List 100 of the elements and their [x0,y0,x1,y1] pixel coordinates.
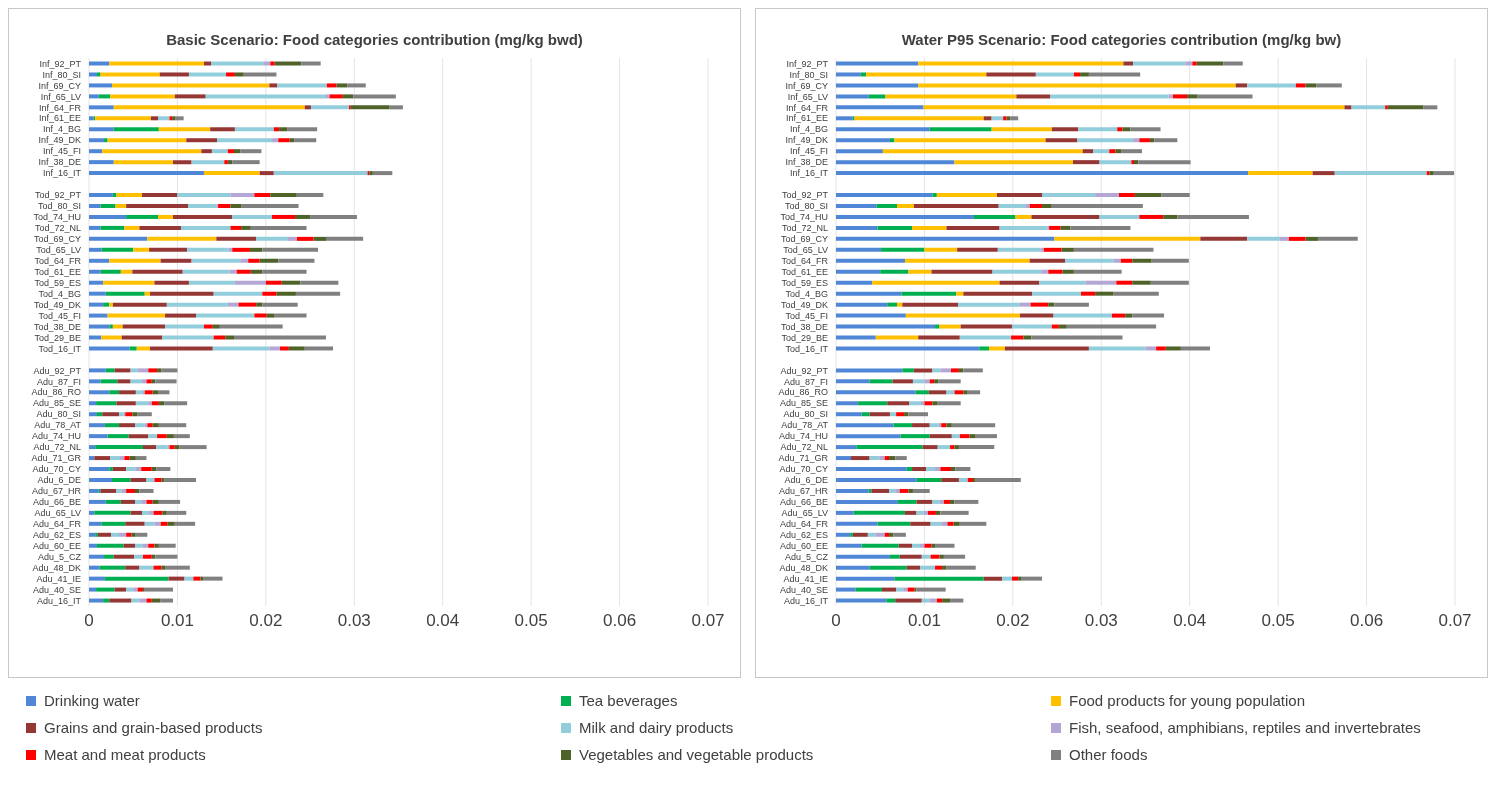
y-tick-label: Adu_62_ES [779,529,828,540]
y-tick-label: Tod_45_FI [785,310,828,321]
legend-label: Fish, seafood, amphibians, reptiles and invertebrates [1069,719,1421,737]
x-tick-label: 0.03 [337,611,371,631]
y-tick-label: Adu_86_RO [31,387,81,398]
y-tick-label: Inf_16_IT [42,168,82,179]
y-tick-label: Tod_74_HU [33,212,81,223]
legend-label: Drinking water [44,692,140,710]
y-tick-label: Tod_64_FR [34,255,82,266]
y-tick-label: Adu_65_LV [34,508,81,519]
y-tick-label: Adu_80_SI [783,409,828,420]
y-tick-label: Adu_85_SE [32,398,81,409]
y-tick-label: Adu_5_CZ [37,551,82,562]
y-tick-label: Adu_92_PT [33,365,82,376]
y-tick-label: Inf_80_SI [42,69,81,80]
legend-label: Meat and meat products [44,746,206,764]
y-tick-label: Tod_69_CY [33,234,81,245]
y-tick-label: Inf_45_FI [42,146,81,157]
y-tick-label: Adu_65_LV [781,508,828,519]
y-tick-label: Inf_38_DE [38,157,81,168]
x-tick-label: 0.01 [907,611,941,631]
y-tick-label: Tod_49_DK [33,299,81,310]
y-tick-label: Adu_5_CZ [784,551,829,562]
legend-label: Grains and grain-based products [44,719,263,737]
y-tick-label: Adu_40_SE [779,584,828,595]
y-tick-label: Inf_4_BG [42,124,81,135]
y-tick-label: Adu_70_CY [779,464,828,475]
y-tick-label: Inf_69_CY [38,80,81,91]
y-tick-label: Adu_87_FI [36,376,81,387]
x-tick-label: 0.04 [1173,611,1207,631]
y-tick-label: Tod_92_PT [781,190,829,201]
y-tick-label: Adu_6_DE [37,475,81,486]
x-tick-label: 0.03 [1084,611,1118,631]
y-tick-label: Adu_78_AT [781,420,829,431]
y-tick-label: Adu_66_BE [32,497,81,508]
y-tick-label: Adu_64_FR [779,518,829,529]
y-tick-label: Adu_92_PT [780,365,829,376]
x-tick-label: 0.02 [996,611,1030,631]
y-tick-label: Tod_16_IT [785,343,829,354]
y-tick-label: Inf_4_BG [789,124,828,135]
y-tick-label: Tod_59_ES [781,277,828,288]
y-tick-label: Tod_49_DK [780,299,828,310]
y-tick-label: Tod_61_EE [34,266,81,277]
x-tick-label: 0.07 [691,611,725,631]
y-tick-label: Tod_59_ES [34,277,81,288]
legend-label: Tea beverages [579,692,678,710]
y-tick-label: Tod_92_PT [34,190,82,201]
y-tick-label: Tod_38_DE [33,321,81,332]
y-tick-label: Tod_29_BE [34,332,81,343]
y-tick-label: Adu_85_SE [779,398,828,409]
x-tick-label: 0.06 [1350,611,1384,631]
y-tick-label: Tod_72_NL [781,223,828,234]
y-tick-label: Inf_64_FR [785,102,829,113]
x-tick-label: 0.06 [603,611,637,631]
y-tick-label: Adu_66_BE [779,497,828,508]
y-tick-label: Adu_78_AT [34,420,82,431]
y-tick-label: Adu_60_EE [32,540,81,551]
y-tick-label: Adu_41_IE [783,573,828,584]
y-tick-label: Adu_67_HR [31,486,82,497]
y-tick-label: Inf_80_SI [789,69,828,80]
y-tick-label: Adu_64_FR [32,518,82,529]
y-tick-label: Tod_45_FI [38,310,81,321]
y-tick-label: Adu_16_IT [783,595,829,606]
y-tick-label: Adu_40_SE [32,584,81,595]
y-tick-label: Tod_61_EE [781,266,828,277]
x-tick-label: 0.05 [1261,611,1295,631]
y-tick-label: Inf_61_EE [38,113,81,124]
y-tick-label: Adu_71_GR [31,453,82,464]
y-tick-label: Adu_86_RO [778,387,828,398]
y-tick-label: Adu_6_DE [784,475,828,486]
y-tick-label: Inf_65_LV [40,91,81,102]
x-tick-label: 0.07 [1438,611,1472,631]
y-tick-label: Adu_60_EE [779,540,828,551]
y-tick-label: Adu_72_NL [33,442,81,453]
x-tick-label: 0 [831,611,841,631]
y-tick-label: Adu_74_HU [31,431,81,442]
y-tick-label: Inf_92_PT [786,58,829,69]
y-tick-label: Adu_62_ES [32,529,81,540]
y-tick-label: Tod_4_BG [38,288,81,299]
y-tick-label: Inf_16_IT [789,168,829,179]
chart-title: Water P95 Scenario: Food categories contribution (mg/kg bw) [900,31,1343,48]
y-tick-label: Adu_71_GR [778,453,829,464]
y-tick-label: Inf_49_DK [38,135,81,146]
y-tick-label: Adu_67_HR [778,486,829,497]
y-tick-label: Adu_16_IT [36,595,82,606]
y-tick-label: Tod_80_SI [784,201,828,212]
y-tick-label: Tod_72_NL [34,223,81,234]
y-tick-label: Tod_80_SI [37,201,81,212]
y-tick-label: Adu_48_DK [779,562,828,573]
y-tick-label: Inf_49_DK [785,135,828,146]
x-tick-label: 0.04 [426,611,460,631]
y-tick-label: Tod_65_LV [36,245,81,255]
y-tick-label: Tod_74_HU [780,212,828,223]
legend-label: Food products for young population [1069,692,1305,710]
y-tick-label: Inf_65_LV [787,91,828,102]
y-tick-label: Tod_16_IT [38,343,82,354]
legend-label: Other foods [1069,746,1148,764]
y-tick-label: Tod_65_LV [783,245,828,255]
y-tick-label: Adu_80_SI [36,409,81,420]
y-tick-label: Adu_70_CY [32,464,81,475]
